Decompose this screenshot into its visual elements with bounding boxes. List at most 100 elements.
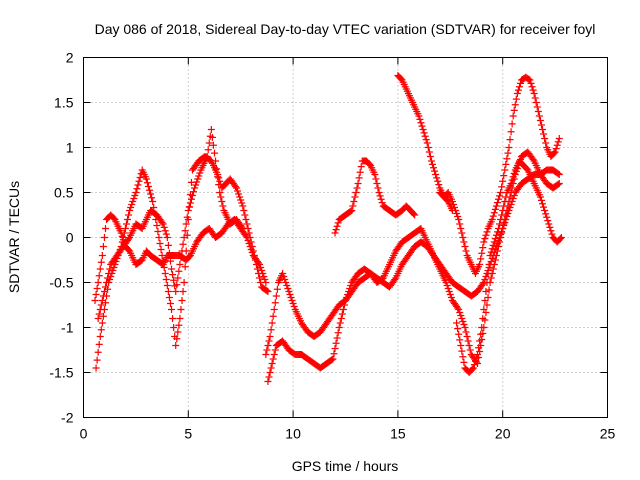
data-point (462, 247, 470, 255)
data-point (133, 185, 141, 193)
data-point (542, 210, 550, 218)
data-point (480, 238, 488, 246)
data-point (469, 364, 477, 372)
data-point (261, 276, 269, 283)
data-point (172, 342, 180, 349)
data-point (236, 193, 244, 201)
data-point (191, 184, 199, 192)
data-point (500, 172, 508, 180)
data-point (510, 169, 518, 177)
data-point (105, 270, 113, 277)
data-point (342, 297, 349, 304)
data-point (335, 324, 343, 331)
y-axis-label: SDTVAR / TECUs (6, 181, 22, 293)
data-point (163, 282, 171, 289)
data-point (463, 333, 471, 340)
data-point (173, 335, 181, 343)
data-point (459, 234, 467, 241)
data-point (174, 328, 182, 336)
data-point (98, 297, 106, 304)
data-point (479, 244, 487, 252)
data-point (539, 200, 547, 208)
data-point (556, 235, 564, 243)
data-point (505, 144, 513, 151)
data-point (425, 148, 433, 156)
data-point (468, 365, 476, 373)
data-point (454, 325, 462, 333)
data-point (271, 346, 279, 354)
data-point (169, 271, 177, 279)
data-point (99, 243, 107, 250)
data-point (482, 231, 490, 239)
data-point (159, 220, 167, 228)
y-tick-label: 0 (66, 230, 74, 246)
data-point (182, 220, 190, 228)
data-point (555, 180, 563, 187)
data-point (349, 202, 357, 210)
data-point (212, 157, 220, 165)
data-point (338, 310, 346, 318)
data-point (263, 346, 271, 354)
data-point (264, 378, 272, 385)
data-point (526, 76, 534, 84)
series-track-5 (264, 148, 563, 385)
data-point (495, 243, 503, 250)
data-point (496, 192, 504, 200)
y-tick-label: -0.5 (49, 275, 73, 291)
data-point (183, 213, 191, 221)
data-point (455, 216, 463, 223)
data-point (271, 299, 279, 307)
data-point (484, 294, 492, 301)
data-point (265, 337, 273, 345)
data-point (374, 184, 382, 192)
data-point (356, 168, 364, 176)
data-point (289, 300, 297, 307)
data-point (215, 181, 223, 189)
data-point (237, 196, 245, 204)
data-point (257, 264, 265, 271)
data-point (256, 274, 264, 282)
data-point (266, 369, 274, 376)
grid-lines (83, 57, 608, 418)
data-point (470, 361, 478, 369)
data-point (258, 267, 266, 274)
data-point (478, 249, 486, 257)
data-point (219, 202, 227, 210)
data-point (545, 220, 553, 228)
data-point (507, 180, 515, 187)
data-point (391, 276, 399, 283)
data-point (510, 192, 518, 199)
data-point (288, 297, 296, 304)
data-point (239, 202, 247, 210)
data-point (336, 319, 344, 327)
data-point (486, 252, 494, 259)
data-point (186, 199, 194, 207)
data-point (92, 291, 100, 298)
data-point (203, 153, 211, 160)
data-point (493, 199, 501, 207)
data-point (97, 301, 105, 309)
data-point (544, 217, 552, 225)
data-point (127, 204, 135, 211)
data-point (357, 163, 365, 171)
data-point (509, 173, 517, 181)
data-point (487, 248, 495, 256)
data-point (216, 177, 224, 185)
data-point (446, 291, 454, 298)
data-point (190, 188, 198, 196)
data-point (517, 79, 525, 87)
series-track-9 (453, 157, 565, 376)
data-point (448, 198, 456, 205)
data-point (509, 112, 517, 120)
data-point (541, 207, 549, 214)
data-point (347, 282, 355, 289)
data-point (536, 193, 544, 201)
data-point (375, 189, 383, 196)
data-point (218, 198, 226, 205)
y-tick-label: -2 (61, 410, 74, 426)
data-point (104, 274, 112, 282)
data-point (512, 95, 520, 103)
data-point (433, 174, 441, 182)
data-point (504, 149, 512, 157)
data-point (260, 273, 268, 280)
